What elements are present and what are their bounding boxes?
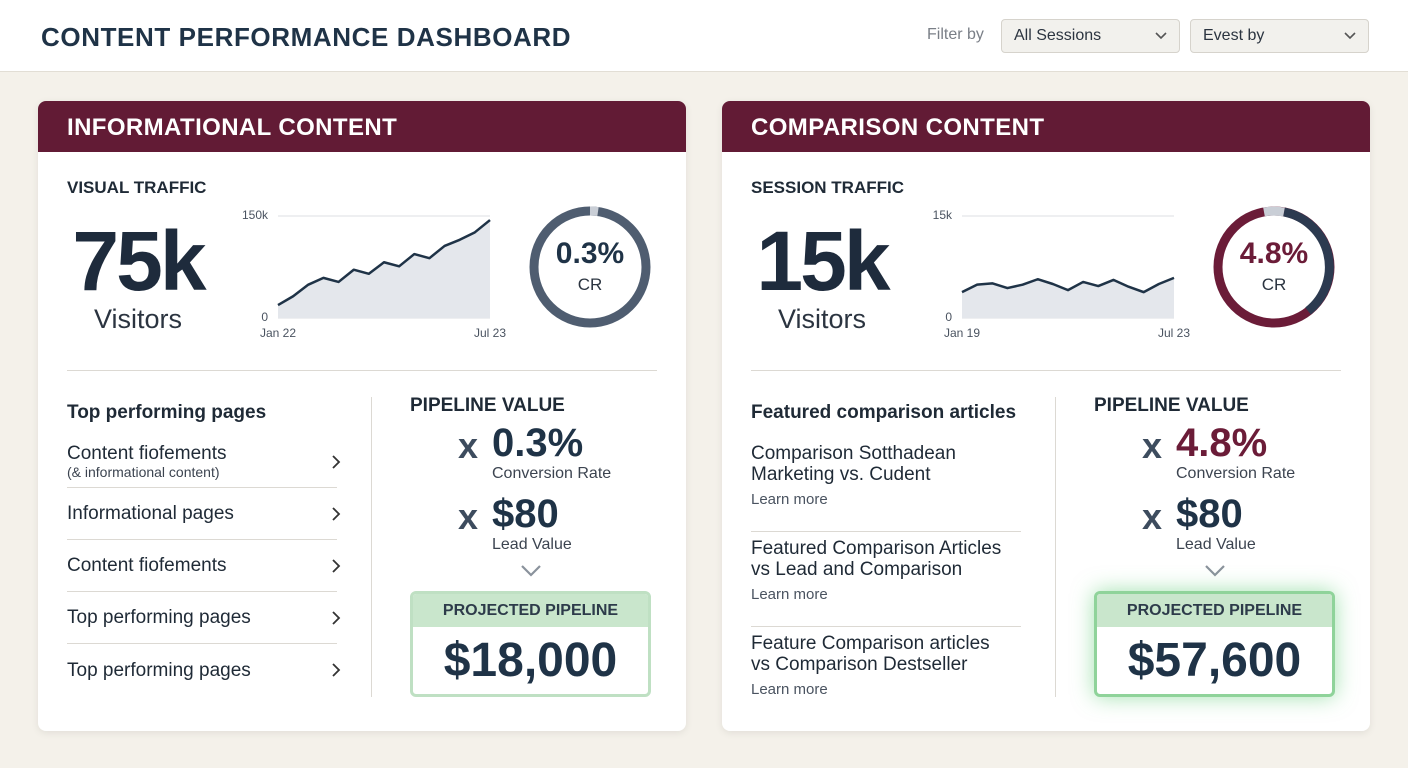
panel: COMPARISON CONTENT SESSION TRAFFIC 15k Visi… [722,101,1370,731]
learn-more[interactable]: Learn more [751,586,828,603]
projected-box: PROJECTED PIPELINE $18,000 [410,591,651,697]
list-item[interactable]: Content fiofements (& informational conte… [67,436,341,488]
operator: x [458,425,479,466]
learn-more[interactable]: Learn more [751,491,828,508]
item-title: Featured Comparison Articles [751,538,1002,559]
list-title: Top performing pages [67,402,267,423]
pipeline-label: Conversion Rate [492,465,612,482]
list-item[interactable]: Content fiofements [67,540,341,592]
gauge-value: 0.3% [556,237,624,270]
dropdown[interactable]: Evest by [1190,19,1369,53]
chevron [1155,32,1167,40]
panel-title: INFORMATIONAL CONTENT [38,101,686,152]
pipeline-title: PIPELINE VALUE [1094,395,1249,416]
pipeline-value: $80 [1176,492,1243,536]
gauge: 0.3% CR [529,206,651,328]
page-title: CONTENT PERFORMANCE DASHBOARD [41,22,572,52]
item-title: Informational pages [67,503,234,524]
list-item[interactable]: Featured Comparison Articles vs Lead and … [751,532,1021,627]
chevron [521,565,541,577]
pipeline-value: 4.8% [1176,421,1268,465]
big-unit: Visitors [777,304,867,334]
line [961,276,1175,294]
pipeline-title: PIPELINE VALUE [410,395,565,416]
filter-label: Filter by [927,26,984,43]
line [277,219,491,307]
y-tick-label: 150k [242,208,269,222]
divider [1055,397,1056,697]
pipeline-label: Conversion Rate [1176,465,1296,482]
traffic-label: VISUAL TRAFFIC [67,178,207,197]
traffic-label: SESSION TRAFFIC [751,178,905,197]
gauge: 4.8% CR [1213,206,1335,328]
y-tick-label: 0 [261,310,268,324]
x-tick-label: Jul 23 [474,326,506,340]
chevron [332,611,341,625]
list-title: Featured comparison articles [751,402,1017,423]
item-title: Top performing pages [67,607,251,628]
sparkline: 0 15k Jan 19 Jul 23 [933,208,1191,340]
list-item[interactable]: Top performing pages [67,644,341,696]
chevron [1344,32,1356,40]
projected-box: PROJECTED PIPELINE $57,600 [1094,591,1335,697]
projected-value: $57,600 [1127,634,1302,687]
divider [371,397,372,697]
item-note: (& informational content) [67,464,220,480]
chevron [1205,565,1225,577]
chevron [332,559,341,573]
item-title: vs Comparison Destseller [751,654,968,675]
chevron [332,507,341,521]
divider [751,370,1341,371]
panel-title: COMPARISON CONTENT [722,101,1370,152]
sparkline: 0 150k Jan 22 Jul 23 [242,208,506,340]
list-item[interactable]: Comparison Sotthadean Marketing vs. Cuden… [751,437,1021,532]
pipeline-label: Lead Value [1176,536,1256,553]
big-number: 15k [756,214,890,308]
area [962,277,1174,318]
operator: x [458,496,479,537]
projected-value: $18,000 [443,634,618,687]
item-title: vs Lead and Comparison [751,559,963,580]
dropdown[interactable]: All Sessions [1001,19,1180,53]
item-title: Feature Comparison articles [751,633,990,654]
divider [67,370,657,371]
item-title: Top performing pages [67,659,251,681]
panel: INFORMATIONAL CONTENT VISUAL TRAFFIC 75k Vi… [38,101,686,731]
operator: x [1142,425,1163,466]
list-item[interactable]: Feature Comparison articles vs Comparison… [751,627,1021,722]
y-tick-label: 0 [945,310,952,324]
big-number: 75k [72,214,206,308]
area [278,220,490,318]
gauge-value: 4.8% [1240,237,1308,270]
x-tick-label: Jan 19 [944,326,980,340]
item-title: Marketing vs. Cudent [751,464,931,485]
x-tick-label: Jan 22 [260,326,296,340]
item-title: Content fiofements [67,555,227,576]
y-tick-label: 15k [933,208,953,222]
projected-label: PROJECTED PIPELINE [1097,594,1332,627]
dropdown-text: Evest by [1203,27,1265,44]
list-item[interactable]: Informational pages [67,488,341,540]
operator: x [1142,496,1163,537]
pipeline-value: $80 [492,492,559,536]
chevron [332,663,341,677]
list-item[interactable]: Top performing pages [67,592,341,644]
x-tick-label: Jul 23 [1158,326,1190,340]
gauge-label: CR [1262,275,1287,294]
chevron [332,455,341,469]
item-title: Content fiofements [67,443,227,464]
learn-more[interactable]: Learn more [751,681,828,698]
pipeline-value: 0.3% [492,421,584,465]
top-bar: CONTENT PERFORMANCE DASHBOARD Filter by … [0,0,1408,72]
item-title: Comparison Sotthadean [751,443,956,464]
pipeline-label: Lead Value [492,536,572,553]
projected-label: PROJECTED PIPELINE [413,594,648,627]
big-unit: Visitors [93,304,183,334]
gauge-label: CR [578,275,603,294]
dropdown-text: All Sessions [1014,27,1102,44]
